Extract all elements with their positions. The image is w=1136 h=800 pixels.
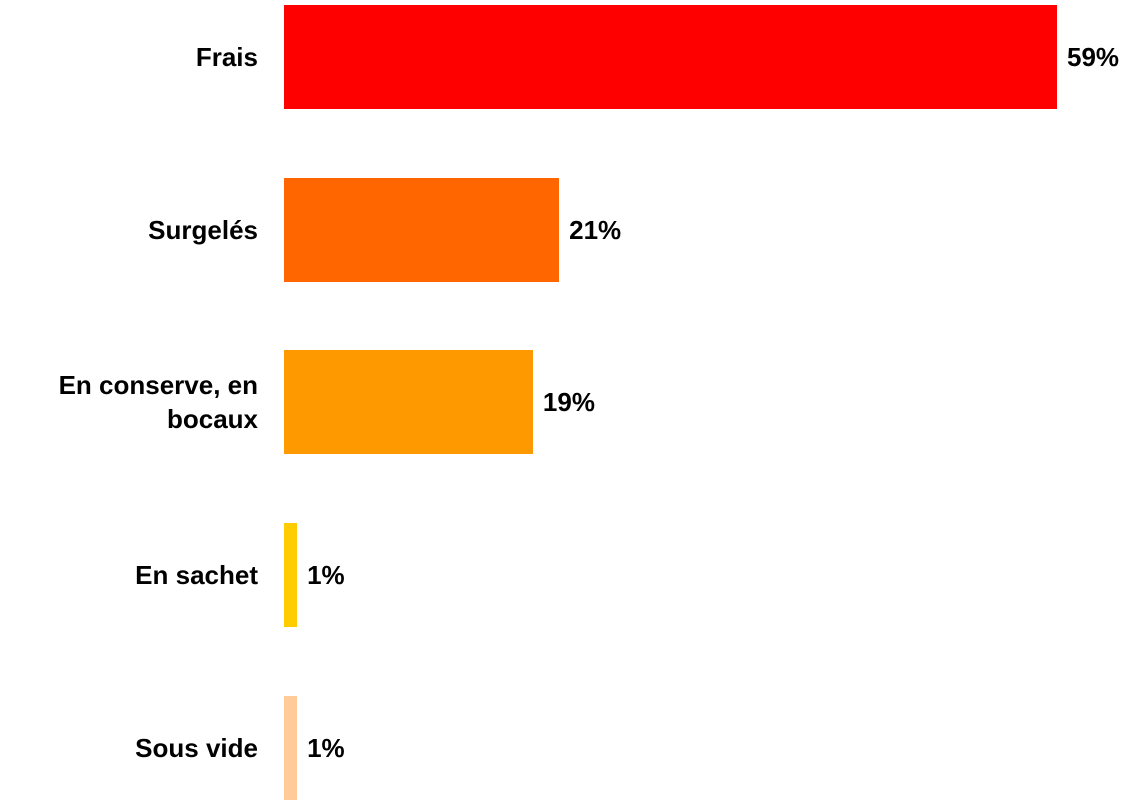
bar [284, 350, 533, 455]
value-label: 59% [1067, 42, 1120, 72]
category-label: Surgelés [148, 214, 258, 245]
value-label: 19% [542, 387, 595, 418]
category-label: Sous vide [135, 732, 258, 763]
category-label: En conserve, en bocaux [58, 370, 258, 435]
bar [284, 695, 298, 800]
bar [284, 523, 298, 628]
value-label: 1% [307, 560, 345, 591]
bar [284, 177, 560, 282]
category-label: En sachet [135, 560, 258, 591]
category-label: Frais [195, 42, 258, 72]
value-label: 1% [307, 732, 345, 763]
value-label: 21% [569, 214, 622, 245]
bar [284, 5, 1057, 109]
